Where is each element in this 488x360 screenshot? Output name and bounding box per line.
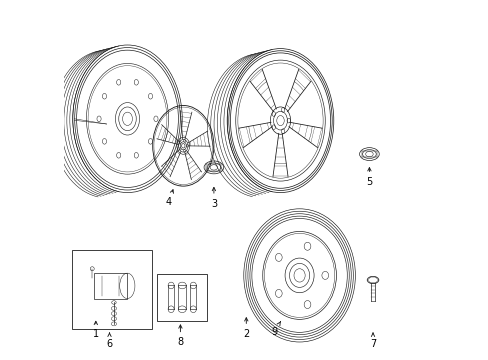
Bar (157, 274, 207, 321)
Text: 1: 1 (93, 321, 99, 339)
Text: 6: 6 (106, 333, 112, 349)
Text: 2: 2 (243, 318, 249, 339)
Text: 9: 9 (270, 322, 280, 337)
Text: 8: 8 (177, 325, 183, 347)
Text: 5: 5 (366, 168, 372, 187)
Bar (72, 250, 152, 329)
Text: 7: 7 (369, 333, 375, 349)
Text: 3: 3 (210, 188, 217, 209)
Text: 4: 4 (165, 190, 173, 207)
Bar (94, 273, 127, 298)
